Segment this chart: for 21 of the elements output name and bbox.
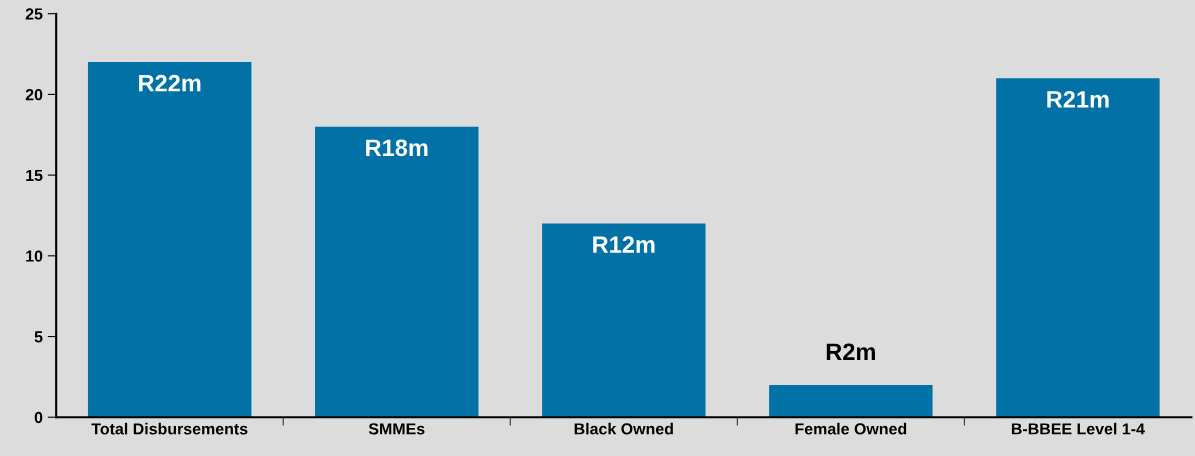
bar — [315, 126, 479, 418]
data-label: R2m — [826, 343, 875, 360]
bar — [769, 384, 933, 418]
x-tick-label: B-BBEE Level 1-4 — [1011, 422, 1145, 435]
y-tick-label: 0 — [34, 411, 43, 424]
y-tick-label: 25 — [25, 8, 43, 20]
bar — [542, 223, 706, 418]
bar — [87, 62, 252, 418]
bar — [996, 78, 1160, 418]
x-tick-label: Total Disbursements — [91, 422, 248, 435]
y-tick-label: 20 — [25, 89, 43, 101]
x-tick-label: Black Owned — [574, 422, 673, 435]
data-label: R18m — [366, 139, 428, 157]
data-label: R21m — [1047, 90, 1109, 108]
data-label: R22m — [139, 74, 201, 92]
x-tick-label: SMMEs — [368, 423, 425, 435]
x-tick-label: Female Owned — [795, 422, 907, 435]
y-tick-label: 15 — [26, 169, 43, 182]
y-tick-label: 5 — [34, 331, 43, 343]
data-label: R12m — [593, 236, 655, 253]
y-tick-label: 10 — [26, 250, 43, 262]
